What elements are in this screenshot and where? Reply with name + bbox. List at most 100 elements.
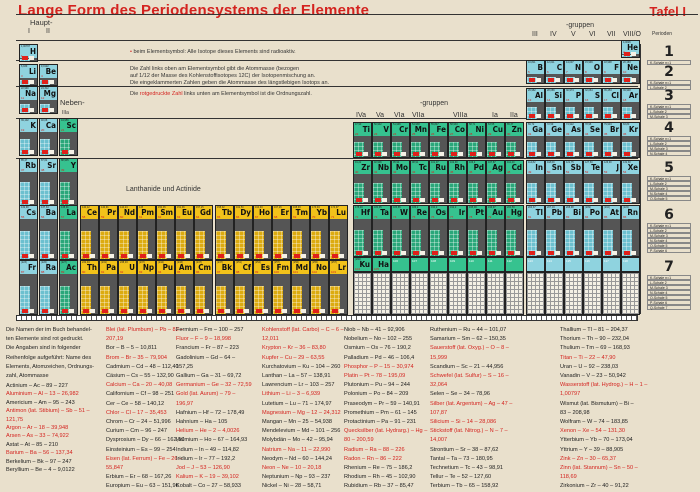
right-group-VI: VI: [589, 31, 596, 38]
element-cell-ta: 180,95 Ta 73: [372, 205, 391, 257]
atomic-number: 70: [312, 215, 316, 219]
electron-shell-diagram: [546, 219, 563, 256]
shell-staircase: [468, 230, 479, 256]
atomic-mass: 28,086: [547, 89, 555, 92]
element-cell-pr: 140,91 Pr 59: [99, 205, 118, 260]
element-symbol: Md: [295, 263, 308, 272]
element-symbol: Es: [260, 263, 270, 272]
atomic-mass: 137,34: [41, 206, 49, 209]
valence-marker: [102, 254, 108, 258]
legend-entry: Cadmium – Cd – 48 – 112,40: [106, 363, 179, 370]
legend-intro-line: ten Elemente sind rot gedruckt.: [6, 336, 84, 343]
element-cell-y: 88,905 Y 39: [59, 158, 78, 206]
element-symbol: Pr: [107, 208, 116, 217]
empty-orbital-marker: [515, 198, 520, 202]
atomic-number: 72: [355, 215, 359, 219]
legend-entry: 12,011: [262, 336, 279, 343]
electron-shell-diagram: [273, 219, 290, 259]
legend-entry: Krypton – Kr – 36 – 83,80: [262, 345, 326, 352]
shell-staircase: [584, 182, 595, 203]
valence-marker: [605, 114, 611, 118]
atomic-mass: 22,990: [21, 87, 29, 90]
empty-orbital-marker: [574, 251, 579, 255]
valence-marker: [394, 251, 400, 255]
valence-marker: [567, 152, 573, 156]
element-header: 145 Pm 61: [138, 206, 155, 219]
shell-staircase: [430, 230, 441, 256]
atomic-number: 1: [21, 54, 23, 58]
atomic-number: 30: [507, 132, 511, 136]
middle-gruppen-label: -gruppen: [420, 100, 449, 107]
atomic-number: 23: [374, 132, 378, 136]
legend-entry: Vanadin – V – 23 – 50,942: [560, 373, 626, 380]
element-symbol: Os: [435, 208, 446, 217]
middle-group-VIIa: VIIa: [412, 112, 425, 119]
element-cell-cd: 112,40 Cd 48: [505, 160, 524, 204]
electron-shell-diagram: [603, 102, 620, 119]
valence-marker: [22, 56, 28, 60]
element-symbol: Tc: [418, 163, 427, 172]
legend-entry: Hahnium – Ha – 105: [176, 419, 228, 426]
valence-marker: [42, 150, 48, 154]
shell-staircase: [40, 181, 51, 205]
element-cell-ge: 72,59 Ge 32: [545, 122, 564, 158]
period-box-4: 4 K-Schale n=1 L-Schale 2 M-Schale 3 N-Schal…: [641, 120, 697, 156]
right-group-V: V: [571, 31, 576, 38]
element-cell-am: (243) Am 95: [175, 260, 194, 315]
shell-staircase: [235, 286, 246, 314]
element-header: 65,37 Zn 30: [506, 123, 523, 136]
element-symbol: Na: [25, 89, 36, 98]
element-cell-cm: (247) Cm 96: [194, 260, 213, 315]
atomic-mass: (243): [177, 261, 183, 264]
shell-staircase: [100, 231, 111, 259]
atomic-number: 82: [547, 215, 551, 219]
atomic-mass: 9,0122: [41, 65, 49, 68]
atomic-mass: 44,956: [61, 119, 69, 122]
valence-marker: [62, 309, 68, 313]
period-7-shell-grid: [505, 272, 524, 315]
shell-staircase: [60, 231, 71, 259]
empty-orbital-marker: [49, 254, 54, 258]
legend-entry: Osmium – Os – 76 – 190,2: [344, 345, 411, 352]
legend-entry: Zinn (lat. Stannum) – Sn – 50 –: [560, 465, 638, 472]
valence-marker: [42, 200, 48, 204]
shell-label: K-Schale n=1: [647, 275, 691, 280]
atomic-number: 90: [82, 270, 86, 274]
atomic-number: 94: [158, 270, 162, 274]
haupt-label: Haupt-: [30, 18, 53, 27]
placeholder-element-116: 116: [583, 257, 602, 272]
valence-marker: [275, 309, 281, 313]
electron-shell-diagram: [311, 274, 328, 314]
element-header: 150,35 Sm 62: [157, 206, 174, 219]
empty-orbital-marker: [69, 200, 74, 204]
element-cell-md: (256) Md 101: [291, 260, 310, 315]
legend-entry: Eisen (lat. Ferrum) – Fe – 26 –: [106, 455, 183, 462]
atomic-number: 75: [412, 215, 416, 219]
shell-staircase: [60, 181, 71, 205]
valence-marker: [42, 80, 48, 84]
element-symbol: Bk: [221, 263, 232, 272]
element-cell-nb: 92,906 Nb 41: [372, 160, 391, 204]
valence-marker: [470, 198, 476, 202]
empty-orbital-marker: [420, 152, 425, 156]
element-cell-k: 39,102 K 19: [19, 118, 38, 156]
empty-orbital-marker: [515, 251, 520, 255]
element-cell-er: 167,26 Er 68: [272, 205, 291, 260]
valence-marker: [159, 254, 165, 258]
element-cell-nd: 144,24 Nd 60: [118, 205, 137, 260]
legend-entry: Phosphor – P – 15 – 30,974: [344, 363, 414, 370]
shell-staircase: [81, 231, 92, 259]
empty-orbital-marker: [301, 309, 306, 313]
valence-marker: [294, 309, 300, 313]
legend-entry: Scandium – Sc – 21 – 44,956: [430, 363, 504, 370]
element-symbol: Ag: [492, 163, 503, 172]
atomic-mass: (255): [312, 261, 318, 264]
atomic-number: 37: [21, 168, 25, 172]
atomic-mass: 145: [139, 206, 144, 209]
valence-marker: [356, 152, 362, 156]
element-header: 79,904 Br 35: [603, 123, 620, 136]
atomic-mass: 69,72: [528, 123, 535, 126]
legend-intro-line: Elements, Atomzeichen, Ordnungs-: [6, 363, 94, 370]
electron-shell-diagram: [584, 102, 601, 119]
electron-shell-diagram: [119, 274, 136, 314]
